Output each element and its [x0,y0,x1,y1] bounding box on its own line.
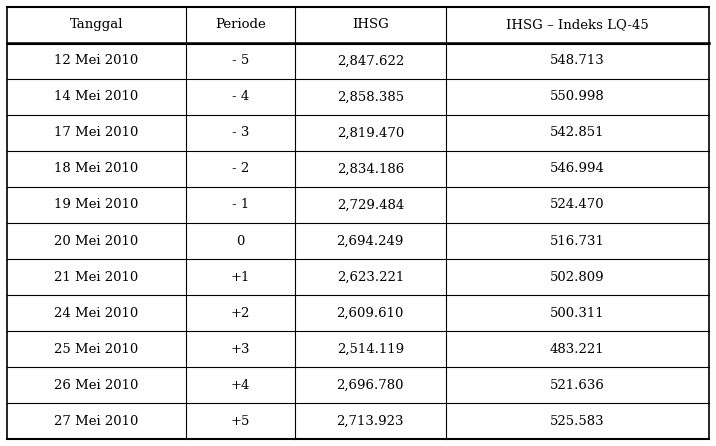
Text: +2: +2 [231,307,250,320]
Text: - 2: - 2 [232,162,249,175]
Text: IHSG: IHSG [352,18,389,31]
Text: 2,609.610: 2,609.610 [337,307,404,320]
Text: 2,819.470: 2,819.470 [337,126,404,139]
Text: - 3: - 3 [232,126,249,139]
Text: 24 Mei 2010: 24 Mei 2010 [54,307,139,320]
Text: 14 Mei 2010: 14 Mei 2010 [54,91,139,103]
Text: 542.851: 542.851 [550,126,604,139]
Text: 18 Mei 2010: 18 Mei 2010 [54,162,139,175]
Text: Tanggal: Tanggal [70,18,123,31]
Text: 546.994: 546.994 [550,162,605,175]
Text: 500.311: 500.311 [550,307,604,320]
Text: - 5: - 5 [232,54,249,67]
Text: +3: +3 [231,343,250,355]
Text: 25 Mei 2010: 25 Mei 2010 [54,343,139,355]
Text: 521.636: 521.636 [550,379,605,392]
Text: 2,623.221: 2,623.221 [337,271,404,284]
Text: +1: +1 [231,271,250,284]
Text: 2,713.923: 2,713.923 [337,415,404,428]
Text: 483.221: 483.221 [550,343,604,355]
Text: 12 Mei 2010: 12 Mei 2010 [54,54,139,67]
Text: 2,729.484: 2,729.484 [337,198,404,211]
Text: - 4: - 4 [232,91,249,103]
Text: 502.809: 502.809 [550,271,604,284]
Text: 524.470: 524.470 [550,198,604,211]
Text: 27 Mei 2010: 27 Mei 2010 [54,415,139,428]
Text: +5: +5 [231,415,250,428]
Text: 2,858.385: 2,858.385 [337,91,404,103]
Text: 2,514.119: 2,514.119 [337,343,404,355]
Text: 0: 0 [236,235,245,248]
Text: 2,834.186: 2,834.186 [337,162,404,175]
Text: 19 Mei 2010: 19 Mei 2010 [54,198,139,211]
Text: 516.731: 516.731 [550,235,605,248]
Text: 17 Mei 2010: 17 Mei 2010 [54,126,139,139]
Text: 21 Mei 2010: 21 Mei 2010 [54,271,139,284]
Text: 20 Mei 2010: 20 Mei 2010 [54,235,139,248]
Text: 525.583: 525.583 [550,415,604,428]
Text: 548.713: 548.713 [550,54,604,67]
Text: +4: +4 [231,379,250,392]
Text: Periode: Periode [215,18,266,31]
Text: 550.998: 550.998 [550,91,604,103]
Text: 2,696.780: 2,696.780 [337,379,404,392]
Text: 26 Mei 2010: 26 Mei 2010 [54,379,139,392]
Text: - 1: - 1 [232,198,249,211]
Text: IHSG – Indeks LQ-45: IHSG – Indeks LQ-45 [506,18,649,31]
Text: 2,694.249: 2,694.249 [337,235,404,248]
Text: 2,847.622: 2,847.622 [337,54,404,67]
